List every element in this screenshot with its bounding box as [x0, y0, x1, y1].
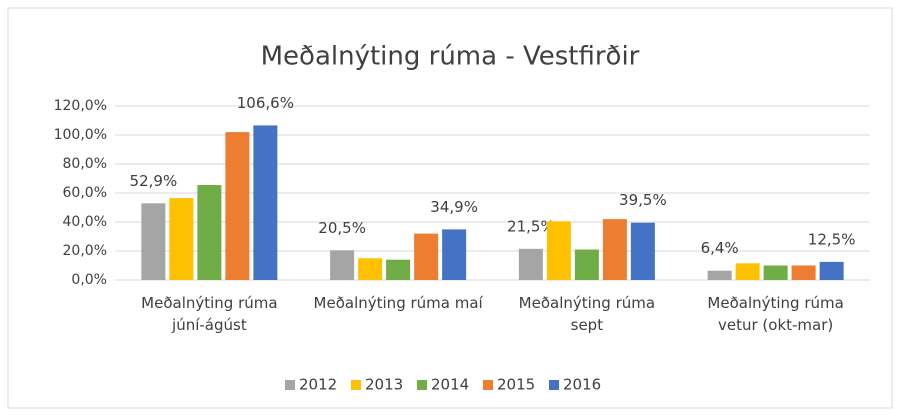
data-label: 34,9%	[430, 198, 478, 216]
y-tick-label: 20,0%	[63, 243, 107, 259]
y-tick-label: 80,0%	[63, 156, 107, 172]
y-tick-label: 120,0%	[54, 98, 107, 114]
x-tick-label: Meðalnýting rúma sept	[518, 294, 656, 334]
bar	[330, 250, 355, 280]
legend-label: 2012	[299, 376, 337, 394]
bar	[819, 261, 844, 280]
data-label: 106,6%	[237, 94, 294, 112]
bar	[386, 259, 411, 280]
bar	[358, 258, 383, 280]
bar	[197, 185, 222, 280]
data-label: 39,5%	[619, 191, 667, 209]
bar	[735, 263, 760, 280]
bar	[442, 229, 467, 280]
chart-title: Meðalnýting rúma - Vestfirðir	[261, 42, 640, 72]
y-tick-label: 100,0%	[54, 127, 107, 143]
legend-swatch	[285, 380, 295, 390]
x-tick-label: Meðalnýting rúma vetur (okt-mar)	[707, 294, 844, 334]
bar	[602, 219, 627, 280]
x-tick-label: Meðalnýting rúma júní-ágúst	[141, 294, 278, 334]
legend-label: 2015	[497, 376, 535, 394]
y-tick-label: 40,0%	[63, 214, 107, 230]
y-tick-label: 60,0%	[63, 185, 107, 201]
data-label: 20,5%	[318, 219, 366, 237]
y-tick-label: 0,0%	[71, 272, 107, 288]
data-label: 12,5%	[808, 230, 856, 248]
legend-swatch	[549, 380, 559, 390]
bar	[225, 132, 250, 280]
bar	[414, 233, 439, 280]
bar	[574, 249, 599, 280]
bar	[169, 198, 194, 280]
bar	[707, 270, 732, 280]
bar	[791, 265, 816, 280]
legend-swatch	[483, 380, 493, 390]
bar	[141, 203, 166, 280]
bar	[546, 221, 571, 280]
bar	[253, 125, 278, 281]
bar	[518, 248, 543, 280]
legend-swatch	[351, 380, 361, 390]
data-label: 21,5%	[507, 217, 555, 235]
legend-swatch	[417, 380, 427, 390]
x-tick-label: Meðalnýting rúma maí	[313, 294, 483, 312]
legend-label: 2016	[563, 376, 601, 394]
data-label: 52,9%	[130, 172, 178, 190]
bar	[763, 265, 788, 280]
legend-label: 2014	[431, 376, 469, 394]
data-label: 6,4%	[701, 239, 739, 257]
bar	[630, 222, 655, 280]
legend-label: 2013	[365, 376, 403, 394]
